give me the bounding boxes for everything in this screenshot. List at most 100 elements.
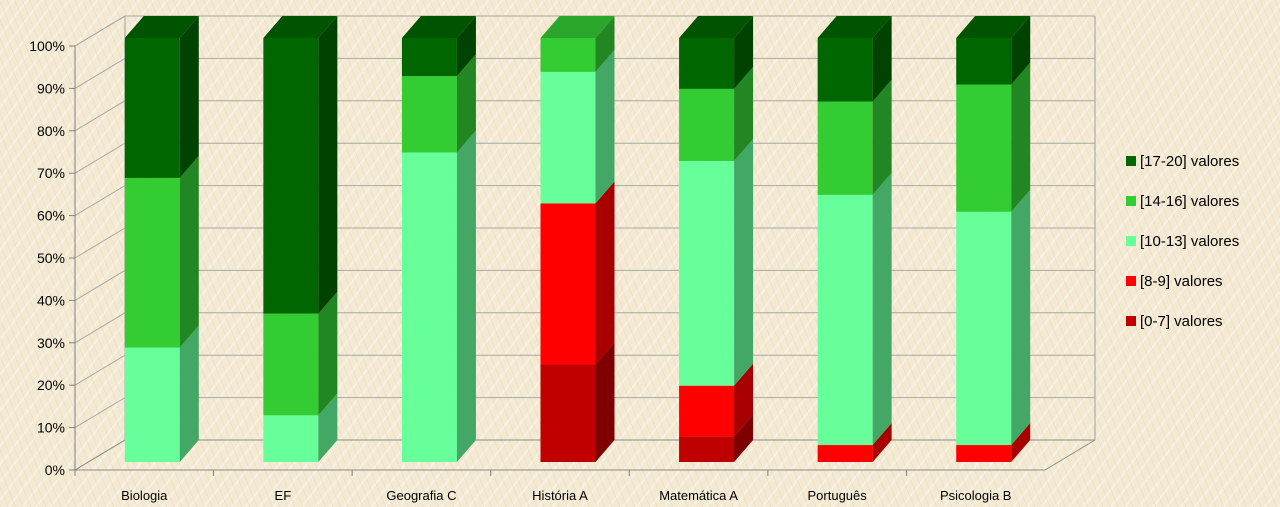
bar-segment xyxy=(401,76,457,153)
y-tick-label: 100% xyxy=(29,38,65,54)
y-tick-label: 10% xyxy=(37,420,65,436)
bar-stack xyxy=(540,16,615,462)
bar-top xyxy=(401,16,476,38)
bar-segment xyxy=(401,152,457,463)
bar-segment xyxy=(956,445,1012,462)
bar-segment xyxy=(679,160,735,386)
legend-label: [0-7] valores xyxy=(1140,313,1223,330)
bar-segment-side xyxy=(318,16,338,314)
bar-segment xyxy=(263,313,319,416)
legend-swatch xyxy=(1126,196,1136,206)
gridline xyxy=(74,15,1095,47)
y-tick-label: 0% xyxy=(45,462,65,478)
y-tick-label: 90% xyxy=(37,80,65,96)
bar-stack xyxy=(679,16,754,462)
bar-segment xyxy=(679,38,735,89)
y-tick-label: 40% xyxy=(37,292,65,308)
legend-swatch xyxy=(1126,316,1136,326)
bar-stack xyxy=(124,16,199,462)
bar-segment-side xyxy=(456,16,476,77)
legend-label: [17-20] valores xyxy=(1140,153,1239,170)
x-tick-label: História A xyxy=(532,488,588,503)
legend-label: [10-13] valores xyxy=(1140,233,1239,250)
bar-segment-side xyxy=(734,66,754,161)
y-tick-label: 70% xyxy=(37,165,65,181)
bar-top xyxy=(540,16,615,38)
bar-segment-side xyxy=(872,172,892,446)
bar-segment xyxy=(817,445,873,462)
bar-segment xyxy=(124,177,180,348)
x-tick-label: Psicologia B xyxy=(940,488,1012,503)
bar-segment-side xyxy=(179,155,199,348)
bar-segment-side xyxy=(1011,423,1031,462)
legend-swatch xyxy=(1126,236,1136,246)
bar-top xyxy=(817,16,892,38)
y-tick-label: 50% xyxy=(37,250,65,266)
bar-segment xyxy=(540,71,596,204)
bar-stack xyxy=(263,16,338,462)
bar-segment xyxy=(540,38,596,72)
bar-top xyxy=(263,16,338,38)
bar-segment xyxy=(956,84,1012,212)
legend-swatch xyxy=(1126,276,1136,286)
bar-stack xyxy=(401,16,476,463)
y-axis: 0% 10% 20% 30% 40% 50% 60% 70% 80% 90% 100% xyxy=(29,38,76,478)
bar-top xyxy=(679,16,754,38)
bar-segment-side xyxy=(872,423,892,462)
bar-segment xyxy=(817,101,873,195)
bar-segment-side xyxy=(1011,16,1031,85)
bar-segment-side xyxy=(595,181,615,365)
bar-segment xyxy=(817,194,873,446)
bar-segment xyxy=(401,38,457,77)
bar-segment-side xyxy=(179,16,199,178)
x-tick-label: Matemática A xyxy=(659,488,738,503)
legend-item: [0-7] valores xyxy=(1126,313,1223,330)
bar-segment xyxy=(124,38,180,178)
bar-segment-side xyxy=(318,291,338,416)
bar-segment xyxy=(540,203,596,365)
bar-segment-side xyxy=(179,325,199,462)
bar-segment-side xyxy=(456,54,476,153)
x-tick-label: Português xyxy=(808,488,868,503)
bar-segment-side xyxy=(734,16,754,89)
y-tick-label: 30% xyxy=(37,335,65,351)
legend-swatch xyxy=(1126,156,1136,166)
bar-segment-side xyxy=(872,79,892,195)
x-tick-label: Biologia xyxy=(121,488,168,503)
legend-item: [10-13] valores xyxy=(1126,233,1239,250)
bar-top xyxy=(956,16,1031,38)
legend-item: [17-20] valores xyxy=(1126,153,1239,170)
x-tick-label: EF xyxy=(275,488,292,503)
bar-stack xyxy=(817,16,892,462)
bar-segment xyxy=(679,436,735,462)
bar-segment xyxy=(263,38,319,314)
bar-segment-side xyxy=(595,49,615,204)
bar-segment xyxy=(263,415,319,462)
bar-segment-side xyxy=(734,414,754,462)
bar-segment xyxy=(679,88,735,161)
x-axis: Biologia EF Geografia C História A Matemátic… xyxy=(74,470,1012,503)
legend-item: [8-9] valores xyxy=(1126,273,1223,290)
bar-segment-side xyxy=(595,16,615,72)
bar-segment xyxy=(124,347,180,462)
bar-top xyxy=(124,16,199,38)
legend: [17-20] valores [14-16] valores [10-13] va… xyxy=(1126,153,1239,330)
bar-segment-side xyxy=(595,342,615,462)
bar-segment xyxy=(540,364,596,462)
legend-label: [8-9] valores xyxy=(1140,273,1223,290)
y-tick-label: 80% xyxy=(37,123,65,139)
bar-segment-side xyxy=(1011,62,1031,212)
bar-segment-side xyxy=(456,130,476,463)
legend-label: [14-16] valores xyxy=(1140,193,1239,210)
bar-segment-side xyxy=(1011,189,1031,446)
bar-segment xyxy=(956,38,1012,85)
y-tick-label: 20% xyxy=(37,377,65,393)
x-tick-label: Geografia C xyxy=(386,488,456,503)
floor-right-edge xyxy=(1044,439,1096,471)
y-tick-label: 60% xyxy=(37,208,65,224)
bar-segment-side xyxy=(872,16,892,102)
bar-segment xyxy=(817,38,873,102)
bar-segment-side xyxy=(318,393,338,462)
legend-item: [14-16] valores xyxy=(1126,193,1239,210)
